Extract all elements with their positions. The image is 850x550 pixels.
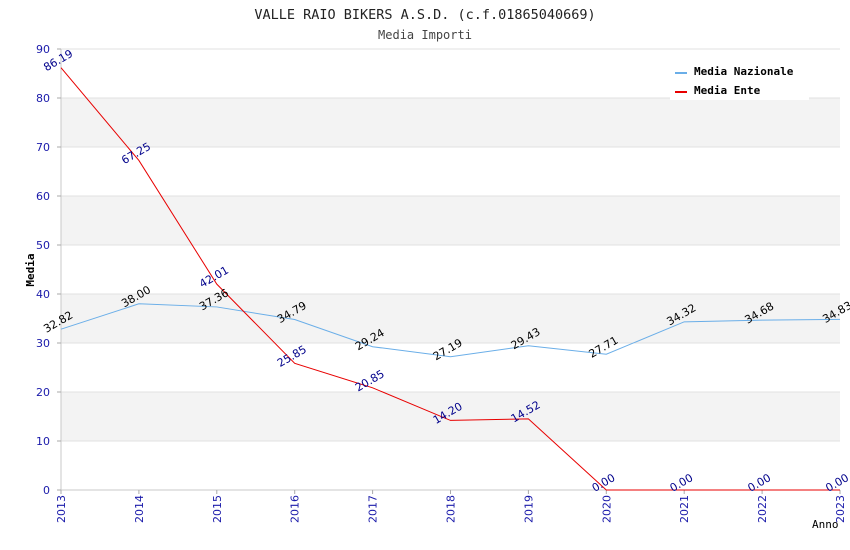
plot-band — [61, 294, 840, 343]
y-tick-label: 10 — [36, 435, 50, 448]
x-tick-label: 2023 — [834, 495, 847, 523]
x-tick-label: 2019 — [522, 495, 535, 523]
series-line-media-ente — [60, 67, 840, 491]
series-line-media-nazionale — [60, 303, 841, 358]
x-tick-label: 2022 — [756, 495, 769, 523]
y-tick-label: 60 — [36, 190, 50, 203]
y-tick-label: 70 — [36, 141, 50, 154]
plot-band — [61, 196, 840, 245]
y-tick-label: 80 — [36, 92, 50, 105]
chart-subtitle: Media Importi — [378, 28, 472, 42]
y-axis-label: Media — [24, 253, 37, 286]
y-tick-label: 30 — [36, 337, 50, 350]
y-tick-label: 90 — [36, 43, 50, 56]
x-tick-label: 2015 — [211, 495, 224, 523]
chart-title: VALLE RAIO BIKERS A.S.D. (c.f.0186504066… — [254, 7, 595, 23]
y-tick-label: 0 — [43, 484, 50, 497]
series-lines — [60, 67, 841, 491]
data-label: 20.85 — [353, 367, 387, 394]
legend-label-media-ente: Media Ente — [694, 84, 761, 97]
plot-band — [61, 392, 840, 441]
x-tick-label: 2018 — [445, 495, 458, 523]
x-tick-label: 2013 — [55, 495, 68, 523]
plot-grid — [61, 48, 840, 491]
plot-bands — [61, 98, 840, 441]
y-tick-labels: 0 10 20 30 40 50 60 70 80 90 — [36, 43, 50, 497]
data-label: 0.00 — [745, 471, 773, 495]
x-tick-label: 2017 — [367, 495, 380, 523]
x-tick-label: 2021 — [678, 495, 691, 523]
data-label: 0.00 — [590, 471, 618, 495]
y-tick-label: 20 — [36, 386, 50, 399]
legend-box — [670, 60, 809, 100]
x-tick-label: 2016 — [289, 495, 302, 523]
x-tick-label: 2014 — [133, 495, 146, 523]
data-label: 0.00 — [823, 471, 850, 495]
data-label: 0.00 — [668, 471, 696, 495]
x-tick-labels: 2013 2014 2015 2016 2017 2018 2019 2020 2021 2022… — [55, 495, 847, 523]
x-tick-label: 2020 — [600, 495, 613, 523]
y-tick-label: 40 — [36, 288, 50, 301]
plot-band — [61, 98, 840, 147]
x-axis-label: Anno — [812, 518, 839, 531]
legend-label-media-nazionale: Media Nazionale — [694, 65, 794, 78]
y-tick-label: 50 — [36, 239, 50, 252]
data-label: 42.01 — [197, 264, 231, 291]
legend: Media Nazionale Media Ente — [670, 60, 809, 100]
